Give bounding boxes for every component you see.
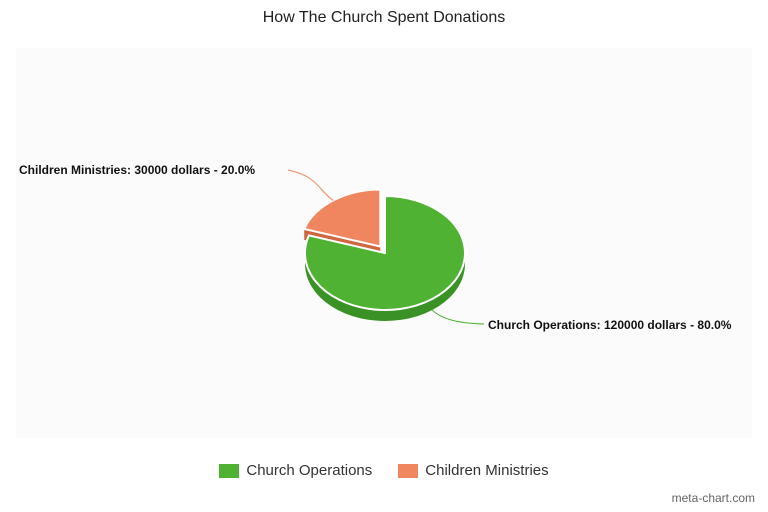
chart-title: How The Church Spent Donations: [262, 9, 506, 26]
data-label-children-ministries: Children Ministries: 30000 dollars - 20.…: [19, 163, 256, 177]
data-label-church-operations: Church Operations: 120000 dollars - 80.0…: [488, 318, 732, 332]
leader-line: [287, 169, 334, 201]
credit-text: meta-chart.com: [671, 491, 755, 505]
legend: Church Operations Children Ministries: [0, 462, 768, 479]
legend-label: Children Ministries: [425, 462, 549, 479]
pie-slice-children-ministries[interactable]: [302, 188, 382, 248]
legend-item-children-ministries[interactable]: Children Ministries: [398, 462, 549, 479]
legend-swatch: [398, 463, 419, 478]
legend-label: Church Operations: [246, 462, 373, 479]
leader-line: [431, 309, 485, 325]
pie-slice-church-operations[interactable]: [304, 194, 466, 311]
legend-swatch: [219, 463, 240, 478]
legend-item-church-operations[interactable]: Church Operations: [219, 462, 372, 479]
